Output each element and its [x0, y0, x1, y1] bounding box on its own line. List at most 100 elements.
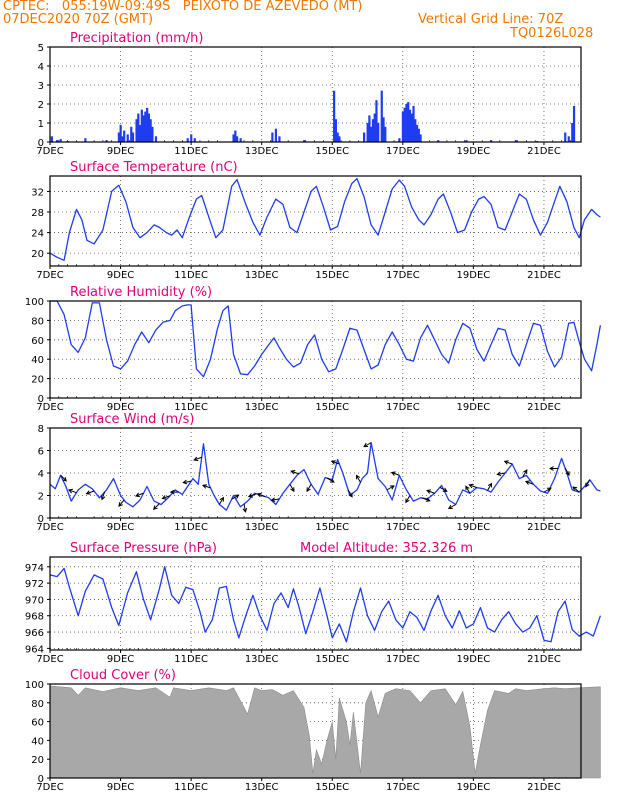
panel-4-wind-arrow-shaft [487, 483, 492, 491]
panel-4-wind-arrow-head [242, 507, 248, 513]
panel-1-precip-bar [130, 126, 133, 142]
panel-1-frame [49, 46, 582, 143]
panel-1-precip-bar [415, 124, 419, 142]
panel-1-precip-bar [373, 113, 376, 142]
panel-4-wind-arrow-shaft [202, 484, 211, 489]
panel-1-xtick-label: 11DEC [174, 146, 208, 157]
panel-1-precip-bar [50, 136, 53, 142]
panel-6-title: Cloud Cover (%) [70, 668, 176, 683]
panel-2-xtick-label: 17DEC [386, 270, 420, 281]
panel-1-xtick-label: 19DEC [457, 146, 491, 157]
panel-5-xtick-label: 21DEC [527, 654, 561, 665]
panel-1-precip-bar [140, 109, 143, 142]
panel-4-wind-arrow-head [585, 482, 590, 488]
panel-6-frame [49, 683, 582, 779]
panel-3-ytick-label: 0 [38, 394, 44, 405]
panel-1-precip-bar [401, 111, 405, 142]
panel-4-wind-arrow-head [426, 489, 432, 494]
panel-6-ytick-label: 80 [31, 699, 44, 710]
panel-4-wind-arrow-head [118, 502, 123, 507]
panel-1-precip-bar [398, 138, 401, 142]
panel-3-title: Relative Humidity (%) [70, 285, 212, 300]
panel-1-precip-bar [193, 138, 196, 142]
panel-1-ytick-label: 2 [38, 100, 44, 111]
panel-5-xtick-label: 9DEC [107, 654, 134, 665]
panel-1-xtick-label: 7DEC [36, 146, 63, 157]
panel-4-wind-arrow-shaft [257, 493, 266, 498]
panel-2-title: Surface Temperature (nC) [70, 160, 238, 175]
panel-1-precip-bar [380, 90, 383, 142]
panel-1-precip-bar [338, 136, 341, 142]
panel-1-xtick-label: 17DEC [386, 146, 420, 157]
panel-4-wind-arrow-shaft [469, 484, 478, 489]
panel-1-precip-bar [149, 119, 152, 142]
panel-6-ytick-label: 20 [31, 755, 44, 766]
panel-4-ytick-label: 0 [38, 514, 44, 525]
panel-4-series-line [49, 441, 601, 511]
panel-4-xtick-label: 13DEC [245, 522, 279, 533]
panel-4-wind-arrow-shaft [183, 480, 192, 484]
panel-1-ytick-label: 5 [38, 43, 44, 54]
panel-6-xtick-label: 19DEC [457, 782, 491, 793]
panel-3-xtick-label: 17DEC [386, 402, 420, 413]
panel-4-xtick-label: 17DEC [386, 522, 420, 533]
panel-1-precip-bar [375, 100, 378, 142]
panel-4-wind-arrow-shaft [585, 479, 591, 487]
panel-1-precip-bar [419, 134, 422, 142]
panel-1-precip-bar [190, 134, 193, 142]
panel-4-wind-arrow-shaft [426, 490, 435, 494]
panel-1-precip-bar [142, 115, 145, 142]
panel-1-ytick-label: 1 [38, 119, 44, 130]
panel-6-xtick-label: 11DEC [174, 782, 208, 793]
panel-1-precip-bar [368, 115, 371, 142]
panel-1-precip-bar [412, 105, 415, 142]
panel-4-wind-arrow-head [290, 487, 295, 493]
panel-3-xtick-label: 15DEC [315, 402, 349, 413]
panel-1-precip-bar [154, 136, 158, 142]
panel-4-wind-arrow-shaft [218, 497, 224, 505]
panel-5-xtick-label: 7DEC [36, 654, 63, 665]
panel-1-precip-bar [135, 119, 138, 142]
panel-1-precip-bar [567, 136, 570, 142]
panel-1-precip-bar [151, 126, 154, 142]
panel-1-ytick-label: 3 [38, 81, 44, 92]
panel-2-xtick-label: 11DEC [174, 270, 208, 281]
panel-4-wind-arrow-head [306, 487, 311, 493]
panel-1-precip-bar [405, 104, 408, 142]
panel-1-precip-bar [334, 119, 337, 142]
panel-4-wind-arrow-head [85, 490, 91, 495]
panel-4-wind-arrow-head [468, 483, 474, 489]
panel-4-wind-arrow-shaft [289, 483, 295, 492]
panel-3-ytick-label: 40 [31, 355, 44, 366]
panel-4-wind-arrow-head [219, 496, 224, 502]
panel-1-precip-bar [123, 130, 126, 142]
panel-4-wind-arrow-head [330, 460, 336, 465]
panel-1-precip-bar [147, 113, 150, 142]
panel-1-precip-bar [84, 138, 87, 142]
panel-1-precip-bar [105, 140, 108, 142]
panel-4-wind-arrow-head [256, 492, 262, 498]
panel-4-wind-arrow-shaft [422, 497, 430, 502]
panel-3-series-line [50, 300, 602, 378]
panel-6-ytick-label: 40 [31, 736, 44, 747]
panel-6-xtick-label: 13DEC [245, 782, 279, 793]
panel-3-xtick-label: 13DEC [245, 402, 279, 413]
panel-4-wind-arrow-shaft [68, 489, 77, 494]
panel-1-precip-bar [333, 90, 336, 142]
panel-3-frame [49, 300, 582, 399]
panel-4-wind-arrow-head [67, 488, 73, 494]
panel-1-precip-bar [403, 107, 406, 142]
panel-4-wind-arrow-head [363, 442, 369, 448]
panel-1-precip-bar [336, 132, 339, 142]
panel-1-precip-bar [417, 128, 420, 142]
panel-4-ytick-label: 6 [38, 447, 44, 458]
panel-4-wind-arrow-shaft [465, 486, 471, 494]
panel-3-xtick-label: 7DEC [36, 402, 63, 413]
panel-4-wind-arrow-shaft [306, 483, 312, 492]
header-run-date: 07DEC2020 70Z (GMT) [3, 12, 154, 27]
panel-4-wind-arrow-head [549, 466, 554, 471]
panel-5-xtick-label: 17DEC [386, 654, 420, 665]
panel-2-frame [49, 175, 582, 267]
panel-1-xtick-label: 15DEC [315, 146, 349, 157]
panel-2-ytick-label: 28 [31, 208, 44, 219]
